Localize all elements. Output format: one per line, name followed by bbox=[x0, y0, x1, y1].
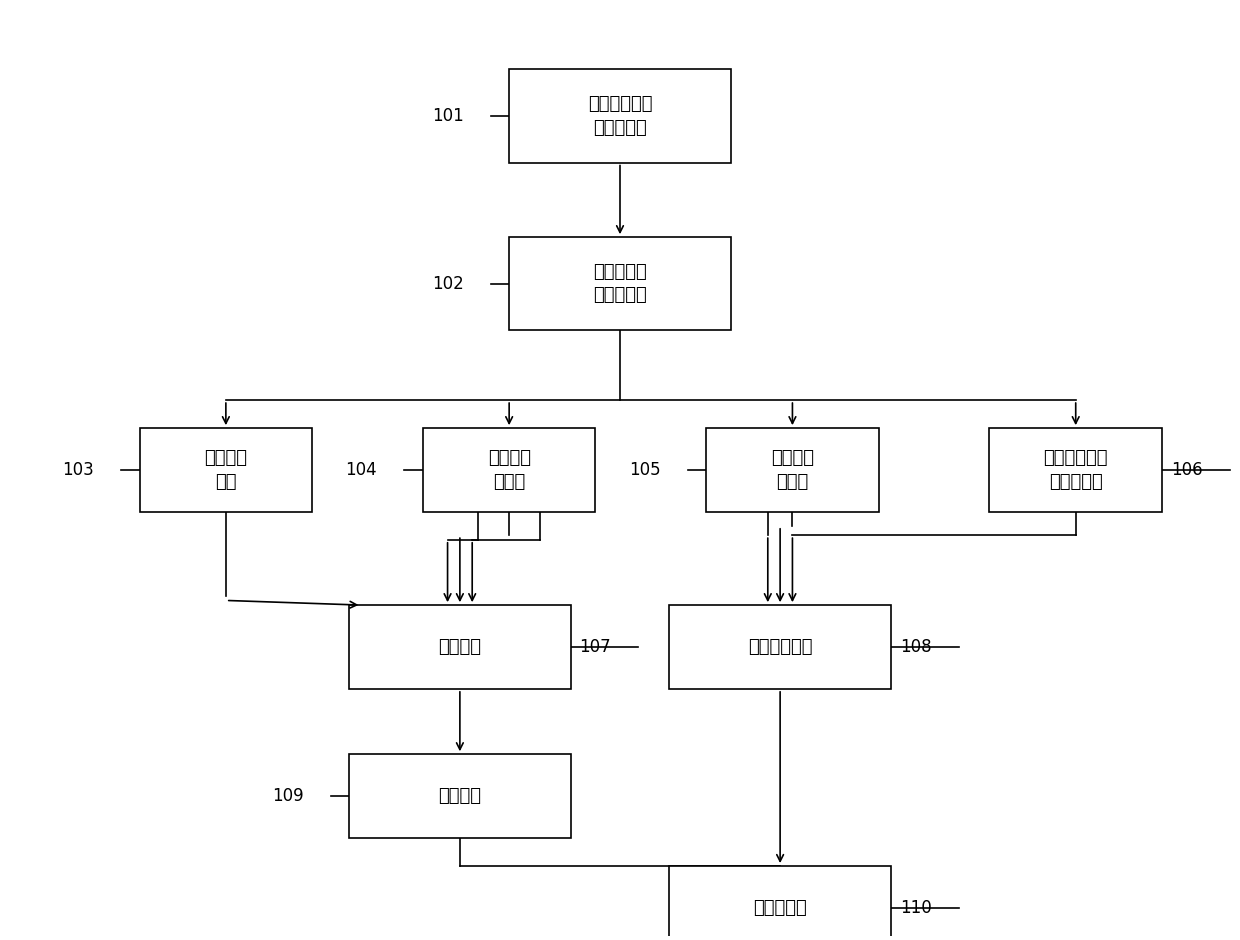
FancyBboxPatch shape bbox=[510, 237, 730, 330]
Text: 106: 106 bbox=[1171, 461, 1203, 479]
Text: 里程数据
处理: 里程数据 处理 bbox=[205, 449, 247, 491]
Text: 109: 109 bbox=[272, 787, 304, 805]
Text: 运动姿态估计: 运动姿态估计 bbox=[748, 638, 812, 656]
Text: 显示与处理: 显示与处理 bbox=[753, 899, 807, 916]
Text: 速度和前进后
退标志处理: 速度和前进后 退标志处理 bbox=[1044, 449, 1109, 491]
FancyBboxPatch shape bbox=[510, 70, 730, 163]
FancyBboxPatch shape bbox=[140, 428, 312, 512]
FancyBboxPatch shape bbox=[990, 428, 1162, 512]
Text: 104: 104 bbox=[346, 461, 377, 479]
Text: 102: 102 bbox=[432, 274, 464, 292]
FancyBboxPatch shape bbox=[707, 428, 879, 512]
FancyBboxPatch shape bbox=[670, 866, 892, 940]
Text: 105: 105 bbox=[629, 461, 661, 479]
Text: 人工修正事件
检测及处理: 人工修正事件 检测及处理 bbox=[588, 95, 652, 136]
Text: 航向角数
据处理: 航向角数 据处理 bbox=[487, 449, 531, 491]
FancyBboxPatch shape bbox=[348, 605, 570, 689]
Text: 110: 110 bbox=[900, 899, 931, 916]
FancyBboxPatch shape bbox=[423, 428, 595, 512]
FancyBboxPatch shape bbox=[670, 605, 892, 689]
Text: 107: 107 bbox=[579, 638, 611, 656]
Text: 101: 101 bbox=[432, 107, 464, 125]
FancyBboxPatch shape bbox=[348, 754, 570, 838]
Text: 108: 108 bbox=[900, 638, 931, 656]
Text: 定位计算: 定位计算 bbox=[439, 638, 481, 656]
Text: 运动参数标
准化与分发: 运动参数标 准化与分发 bbox=[593, 263, 647, 305]
Text: 坐标变换: 坐标变换 bbox=[439, 787, 481, 805]
Text: 103: 103 bbox=[62, 461, 94, 479]
Text: 俯仰角数
据处理: 俯仰角数 据处理 bbox=[771, 449, 813, 491]
